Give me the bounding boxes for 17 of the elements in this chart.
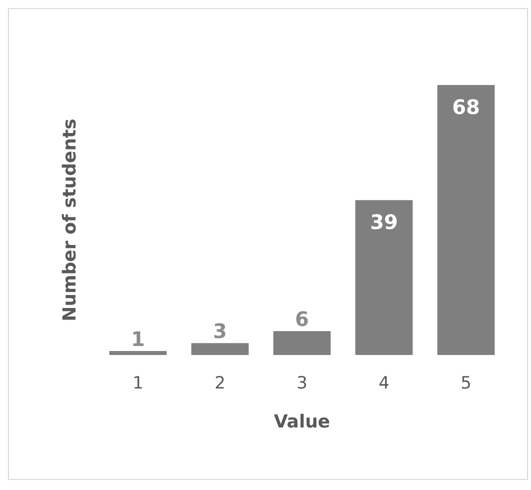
data-label: 6 [295,307,309,332]
bar [273,331,331,355]
data-label: 39 [370,210,398,234]
bar [437,85,495,355]
data-label: 1 [131,327,145,352]
x-tick-label: 2 [214,374,226,394]
x-tick-label: 1 [132,374,144,394]
x-tick-label: 3 [296,374,308,394]
x-tick-label: 4 [378,374,390,394]
data-label: 68 [452,95,480,119]
bar [355,200,413,355]
y-axis-title: Number of students [60,118,80,322]
bar [109,351,167,355]
x-tick-label: 5 [460,374,472,394]
data-label: 3 [213,319,227,344]
bar [191,343,249,355]
x-axis-title: Value [274,412,330,432]
